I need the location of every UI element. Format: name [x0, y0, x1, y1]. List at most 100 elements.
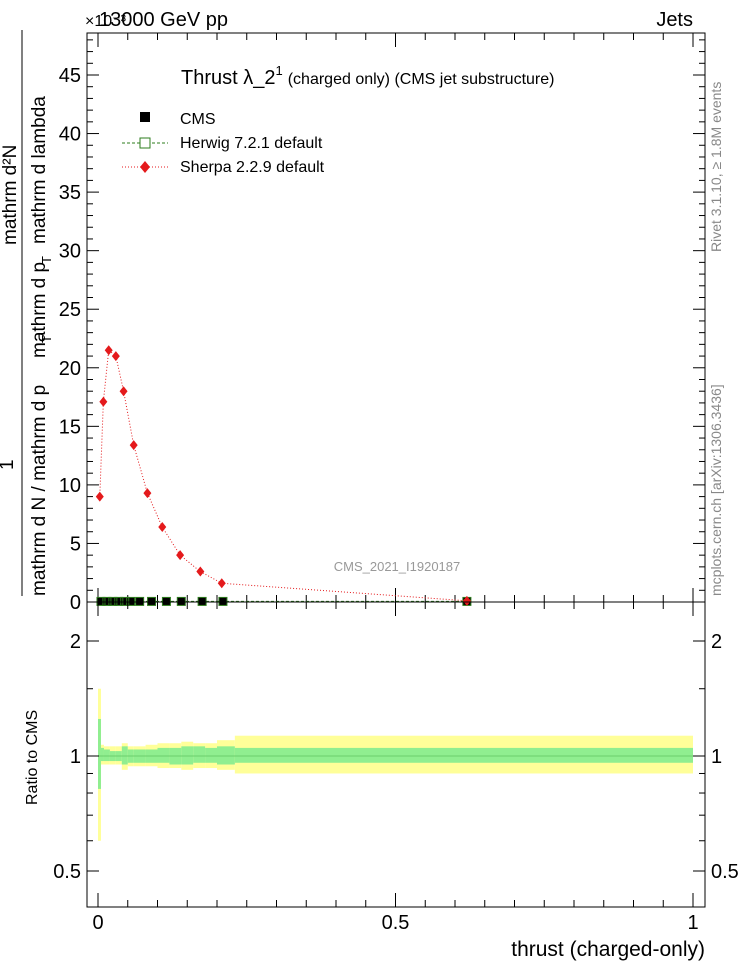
ratio-y-tick-label-right: 0.5 [711, 861, 739, 883]
legend-herwig-marker [139, 137, 151, 149]
cms-point [135, 597, 144, 606]
herwig-point [147, 596, 157, 606]
herwig-point [114, 596, 124, 606]
sherpa-point [462, 595, 471, 606]
sherpa-point [196, 566, 205, 577]
y-tick-label: 5 [70, 533, 81, 555]
energy-label: 13000 GeV pp [99, 9, 228, 31]
cms-point [114, 597, 123, 606]
cms-point [102, 597, 111, 606]
ratio-inner-band [234, 747, 693, 763]
ratio-y-tick-label-right: 2 [711, 631, 722, 653]
legend-sherpa-label: Sherpa 2.2.9 default [180, 159, 325, 176]
sherpa-point [119, 386, 128, 397]
ylabel-denominator-b: mathrm d p [29, 262, 50, 358]
main-data-layer [95, 345, 472, 606]
herwig-point [108, 596, 118, 606]
y-tick-label: 10 [59, 475, 81, 497]
ylabel-one: 1 [0, 459, 18, 470]
ratio-inner-band [181, 746, 194, 765]
sherpa-point [176, 550, 185, 561]
herwig-point [135, 596, 145, 606]
herwig-point [176, 596, 186, 606]
main-ylabel: 1 mathrm d²N mathrm d lambda mathrm d N … [0, 30, 54, 596]
ratio-y-tick-label: 1 [70, 746, 81, 768]
title-superscript: 1 [275, 63, 282, 78]
main-y-ticks: 0 5 10 15 20 25 30 35 40 45 [59, 39, 705, 614]
herwig-point [218, 596, 228, 606]
legend: CMS Herwig 7.2.1 default Sherpa 2.2.9 de… [122, 111, 325, 176]
legend-cms-label: CMS [180, 111, 216, 128]
sherpa-point [104, 345, 113, 356]
ratio-inner-band [217, 746, 235, 765]
ratio-bands-layer [98, 688, 693, 841]
herwig-point [120, 596, 130, 606]
y-tick-label: 15 [59, 416, 81, 438]
ratio-ylabel: Ratio to CMS [24, 710, 41, 805]
ratio-inner-band [205, 747, 217, 763]
cms-point [177, 597, 186, 606]
cms-point [218, 597, 227, 606]
ratio-inner-band [103, 749, 110, 762]
ratio-x-ticks: 0 0.5 1 [92, 602, 699, 934]
y-tick-label: 30 [59, 241, 81, 263]
ratio-y-tick-label-right: 1 [711, 746, 722, 768]
y-tick-label: 40 [59, 124, 81, 146]
legend-herwig-label: Herwig 7.2.1 default [180, 135, 323, 152]
ratio-y-tick-label: 0.5 [53, 861, 81, 883]
cms-point [162, 597, 171, 606]
y-tick-label: 25 [59, 299, 81, 321]
y-tick-label: 0 [70, 592, 81, 614]
herwig-point [161, 596, 171, 606]
herwig-point [102, 596, 112, 606]
cms-point [120, 597, 129, 606]
herwig-point [126, 596, 136, 606]
herwig-point [96, 596, 106, 606]
analysis-watermark: CMS_2021_I1920187 [334, 559, 461, 574]
ratio-inner-band [100, 747, 104, 762]
sherpa-point [217, 578, 226, 589]
ylabel-denominator-a: mathrm d N / mathrm d p [29, 385, 50, 596]
ylabel-numerator: mathrm d²N [0, 145, 21, 245]
sherpa-point [99, 396, 108, 407]
ratio-xlabel: thrust (charged-only) [511, 938, 705, 961]
ratio-inner-band [121, 746, 128, 765]
mcplots-label: mcplots.cern.ch [arXiv:1306.3436] [708, 384, 724, 596]
axis-exponent-label: ×10⁻³ [85, 13, 127, 30]
cms-point [96, 597, 105, 606]
y-tick-label: 45 [59, 65, 81, 87]
sherpa-point [95, 491, 104, 502]
legend-sherpa-marker [140, 161, 150, 173]
ratio-inner-band [193, 746, 206, 763]
cms-point [126, 597, 135, 606]
x-tick-label: 1 [687, 912, 698, 934]
herwig-point [197, 596, 207, 606]
y-tick-label: 35 [59, 182, 81, 204]
x-tick-label: 0.5 [382, 912, 410, 934]
ratio-y-ticks: 0.5 0.5 1 1 2 2 [53, 631, 739, 883]
ylabel-sub-t: T [39, 335, 54, 343]
sherpa-point [143, 488, 152, 499]
cms-point [147, 597, 156, 606]
legend-cms-marker [140, 112, 150, 122]
ylabel-numerator-part: mathrm d lambda [29, 96, 50, 244]
title-rest: (charged only) (CMS jet substructure) [288, 71, 555, 88]
ratio-y-tick-label: 2 [70, 631, 81, 653]
rivet-label: Rivet 3.1.10, ≥ 1.8M events [708, 82, 724, 252]
title-main: Thrust λ_2 [181, 67, 275, 89]
sherpa-point [129, 440, 138, 451]
jets-label: Jets [656, 9, 693, 31]
plot-title: Thrust λ_21 (charged only) (CMS jet subst… [181, 63, 554, 89]
x-tick-label: 0 [92, 912, 103, 934]
sherpa-point [111, 351, 120, 362]
cms-point [198, 597, 207, 606]
main-x-ticks [97, 33, 694, 602]
y-tick-label: 20 [59, 358, 81, 380]
ratio-inner-band [98, 718, 101, 789]
ylabel-sub-t-2: T [39, 256, 54, 264]
cms-point [108, 597, 117, 606]
sherpa-point [158, 522, 167, 533]
ratio-inner-band [157, 747, 170, 763]
sherpa-line [99, 349, 467, 602]
